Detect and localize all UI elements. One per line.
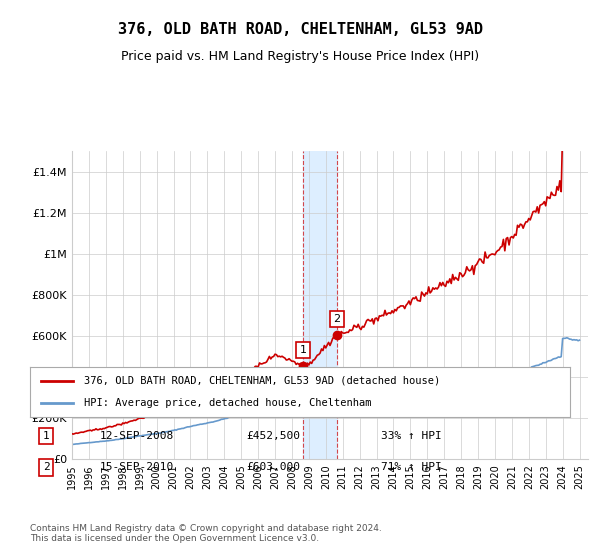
Bar — [303, 151, 337, 459]
Text: 2: 2 — [334, 314, 341, 324]
Text: £603,000: £603,000 — [246, 463, 300, 472]
Text: Price paid vs. HM Land Registry's House Price Index (HPI): Price paid vs. HM Land Registry's House … — [121, 50, 479, 63]
Text: 376, OLD BATH ROAD, CHELTENHAM, GL53 9AD (detached house): 376, OLD BATH ROAD, CHELTENHAM, GL53 9AD… — [84, 376, 440, 386]
Text: 1: 1 — [43, 431, 50, 441]
Text: 12-SEP-2008: 12-SEP-2008 — [100, 431, 175, 441]
Text: 1: 1 — [300, 345, 307, 355]
Text: 376, OLD BATH ROAD, CHELTENHAM, GL53 9AD: 376, OLD BATH ROAD, CHELTENHAM, GL53 9AD — [118, 22, 482, 38]
Text: 2: 2 — [43, 463, 50, 472]
Text: 71% ↑ HPI: 71% ↑ HPI — [381, 463, 442, 472]
Text: Contains HM Land Registry data © Crown copyright and database right 2024.
This d: Contains HM Land Registry data © Crown c… — [30, 524, 382, 543]
Text: 15-SEP-2010: 15-SEP-2010 — [100, 463, 175, 472]
Text: 33% ↑ HPI: 33% ↑ HPI — [381, 431, 442, 441]
Text: £452,500: £452,500 — [246, 431, 300, 441]
Text: HPI: Average price, detached house, Cheltenham: HPI: Average price, detached house, Chel… — [84, 398, 371, 408]
